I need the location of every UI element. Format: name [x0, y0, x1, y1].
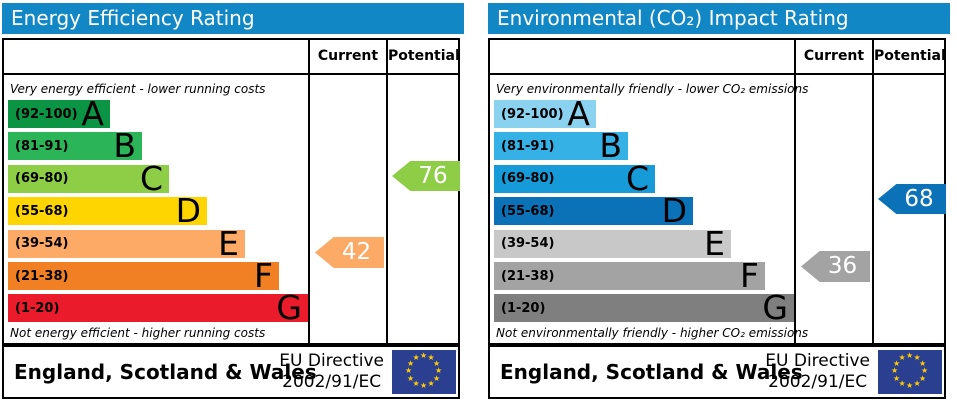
eu-flag-icon: ★ ★ ★ ★ ★ ★ ★ ★ ★ ★ ★ ★	[392, 350, 456, 394]
potential-column-header: Potential	[388, 48, 460, 64]
eu-directive-line2: 2002/91/EC	[282, 372, 382, 392]
band-letter: F	[254, 256, 273, 295]
panel-footer: England, Scotland & Wales EU Directive 2…	[2, 345, 460, 399]
band-b-bar: (81-91) B	[494, 126, 628, 166]
panel-title: Environmental (CO₂) Impact Rating	[488, 3, 950, 34]
eu-directive-line1: EU Directive	[279, 351, 384, 371]
bottom-note: Not energy efficient - higher running co…	[10, 326, 266, 340]
band-letter: A	[567, 94, 590, 133]
top-note: Very environmentally friendly - lower CO…	[496, 82, 809, 96]
band-e-bar: (39-54) E	[8, 223, 245, 263]
band-range-label: (1-20)	[501, 300, 546, 316]
band-range-label: (39-54)	[15, 236, 69, 252]
band-range-label: (69-80)	[15, 171, 69, 187]
potential-rating-arrow: 68	[878, 184, 946, 214]
band-letter: F	[740, 256, 759, 295]
band-range-label: (21-38)	[15, 268, 69, 284]
band-range-label: (81-91)	[15, 138, 69, 154]
band-letter: B	[599, 126, 622, 166]
potential-column-header: Potential	[874, 48, 946, 64]
band-range-label: (92-100)	[15, 106, 78, 122]
band-letter: E	[704, 223, 725, 263]
region-label: England, Scotland & Wales	[14, 360, 317, 384]
header-divider	[4, 73, 458, 75]
band-range-label: (92-100)	[501, 106, 564, 122]
band-letter: D	[175, 191, 201, 231]
current-column-header: Current	[317, 48, 379, 64]
eu-directive-label: EU Directive 2002/91/EC	[765, 351, 870, 393]
band-letter: A	[81, 94, 104, 133]
header-divider	[490, 73, 944, 75]
current-column-header: Current	[803, 48, 865, 64]
energy-efficiency-rating-panel: Energy Efficiency Rating Current Potenti…	[2, 3, 464, 400]
band-g-bar: (1-20) G	[494, 288, 794, 328]
band-range-label: (81-91)	[501, 138, 555, 154]
band-c-bar: (69-80) C	[8, 158, 169, 198]
band-g-bar: (1-20) G	[8, 288, 308, 328]
column-divider	[872, 40, 874, 343]
eu-directive-line2: 2002/91/EC	[768, 372, 868, 392]
band-f-bar: (21-38) F	[494, 256, 765, 295]
region-label: England, Scotland & Wales	[500, 360, 803, 384]
eu-directive-line1: EU Directive	[765, 351, 870, 371]
column-divider	[794, 40, 796, 343]
panel-title: Energy Efficiency Rating	[2, 3, 464, 34]
band-letter: E	[218, 223, 239, 263]
band-range-label: (69-80)	[501, 171, 555, 187]
band-range-label: (21-38)	[501, 268, 555, 284]
band-a-bar: (92-100) A	[8, 94, 110, 133]
band-letter: G	[276, 288, 302, 328]
potential-rating-arrow: 76	[392, 161, 460, 191]
current-rating-arrow: 36	[801, 251, 870, 282]
band-letter: C	[625, 158, 649, 198]
band-e-bar: (39-54) E	[494, 223, 731, 263]
band-letter: G	[762, 288, 788, 328]
band-range-label: (39-54)	[501, 236, 555, 252]
band-f-bar: (21-38) F	[8, 256, 279, 295]
band-letter: D	[661, 191, 687, 231]
rating-table: Current Potential Very energy efficient …	[2, 38, 460, 345]
environmental-impact-rating-panel: Environmental (CO₂) Impact Rating Curren…	[488, 3, 950, 400]
current-rating-arrow: 42	[315, 237, 384, 268]
band-d-bar: (55-68) D	[8, 191, 207, 231]
band-c-bar: (69-80) C	[494, 158, 655, 198]
band-range-label: (55-68)	[501, 203, 555, 219]
top-note: Very energy efficient - lower running co…	[10, 82, 266, 96]
eu-flag-icon: ★ ★ ★ ★ ★ ★ ★ ★ ★ ★ ★ ★	[878, 350, 942, 394]
band-a-bar: (92-100) A	[494, 94, 596, 133]
band-letter: B	[113, 126, 136, 166]
panel-footer: England, Scotland & Wales EU Directive 2…	[488, 345, 946, 399]
eu-directive-label: EU Directive 2002/91/EC	[279, 351, 384, 393]
column-divider	[308, 40, 310, 343]
band-range-label: (55-68)	[15, 203, 69, 219]
column-divider	[386, 40, 388, 343]
rating-table: Current Potential Very environmentally f…	[488, 38, 946, 345]
bottom-note: Not environmentally friendly - higher CO…	[496, 326, 809, 340]
band-letter: C	[139, 158, 163, 198]
band-range-label: (1-20)	[15, 300, 60, 316]
band-b-bar: (81-91) B	[8, 126, 142, 166]
band-d-bar: (55-68) D	[494, 191, 693, 231]
